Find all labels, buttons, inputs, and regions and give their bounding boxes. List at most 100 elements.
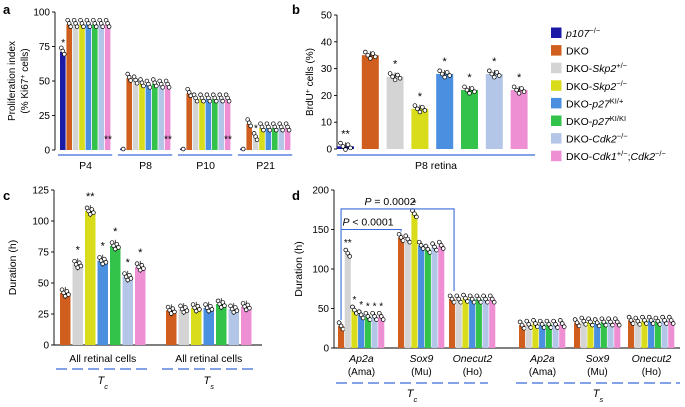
b-y-tick-label: 10 xyxy=(321,118,333,129)
d-point xyxy=(626,314,632,320)
b-point xyxy=(497,73,502,78)
panel-label-b: b xyxy=(292,2,300,17)
c-point xyxy=(103,260,109,265)
b-point xyxy=(395,72,400,78)
a-bar xyxy=(126,78,132,150)
d-point xyxy=(588,319,593,325)
d-bar xyxy=(559,323,566,348)
c-group-label: All retinal cells xyxy=(69,353,136,365)
d-point xyxy=(372,314,377,319)
b-point xyxy=(397,75,403,81)
d-point xyxy=(608,319,613,325)
d-point xyxy=(381,317,386,322)
c-point xyxy=(141,266,146,271)
legend-label: DKO-Skp2−/− xyxy=(566,78,628,93)
a-bar xyxy=(186,93,192,150)
d-point xyxy=(356,309,362,314)
d-bar xyxy=(539,324,546,348)
b-y-tick-label: 30 xyxy=(321,64,333,75)
chart-a: 0 25 50 75 100 Proliferation index (% Ki67+ ce… xyxy=(7,8,293,172)
a-significance-mark: * xyxy=(61,38,65,49)
d-group-label: Sox9 xyxy=(409,353,433,365)
c-bar xyxy=(97,260,108,345)
d-bar xyxy=(358,314,365,348)
d-y-label: Duration (h) xyxy=(293,241,305,296)
a-significance-mark: ** xyxy=(104,135,112,146)
c-significance-mark: * xyxy=(138,247,143,259)
d-significance-mark: * xyxy=(352,295,356,306)
c-significance-mark: ** xyxy=(86,191,95,203)
b-bar xyxy=(386,76,404,149)
c-point xyxy=(78,263,84,269)
d-point xyxy=(414,214,419,220)
b-significance-mark: * xyxy=(492,56,497,68)
d-bar xyxy=(411,213,418,348)
d-bar xyxy=(587,321,594,348)
c-bar xyxy=(122,276,133,345)
c-y-tick-label: 125 xyxy=(32,186,49,197)
d-point xyxy=(586,316,591,321)
d-point xyxy=(592,317,598,322)
d-point xyxy=(541,325,547,330)
a-y-tick-label: 50 xyxy=(39,77,51,88)
a-bar xyxy=(92,24,98,151)
d-point xyxy=(456,296,462,302)
d-point xyxy=(583,322,588,327)
d-bar xyxy=(607,321,614,348)
a-point xyxy=(226,98,232,104)
d-bar xyxy=(580,321,587,348)
d-point xyxy=(544,318,550,324)
d-point xyxy=(612,316,618,321)
d-group-label: Onecut2 xyxy=(632,353,672,365)
d-group-label: Ap2a xyxy=(529,353,555,365)
d-bar xyxy=(628,320,635,348)
d-point xyxy=(427,250,433,255)
b-y-tick-label: 20 xyxy=(321,91,333,102)
d-significance-mark: * xyxy=(373,301,377,312)
a-bar xyxy=(72,24,79,151)
a-bar xyxy=(218,98,224,150)
d-point xyxy=(458,299,464,305)
legend-label: DKO-Skp2+/− xyxy=(566,61,628,76)
c-point xyxy=(172,309,177,315)
d-point xyxy=(476,296,482,302)
d-point xyxy=(423,243,429,249)
c-bar xyxy=(85,211,96,345)
d-bar xyxy=(661,320,668,348)
d-point xyxy=(449,296,455,302)
d-point xyxy=(377,310,382,316)
d-point xyxy=(521,326,527,331)
a-point xyxy=(134,80,140,86)
b-point xyxy=(437,68,442,74)
legend-swatch xyxy=(551,150,562,162)
c-bar xyxy=(72,264,83,345)
d-bar xyxy=(462,298,469,348)
b-point xyxy=(511,84,517,90)
d-pvalue-bracket xyxy=(341,228,402,232)
b-point xyxy=(415,106,420,112)
d-point xyxy=(439,243,444,248)
d-point xyxy=(635,318,640,324)
d-bar xyxy=(489,299,496,348)
d-point xyxy=(490,296,495,302)
a-bar xyxy=(104,24,111,151)
d-bar xyxy=(532,323,539,348)
d-bar xyxy=(364,316,371,348)
d-point xyxy=(441,246,446,251)
c-group-sub-label: Tc xyxy=(98,375,109,391)
d-point xyxy=(596,323,602,329)
b-bar xyxy=(510,90,528,149)
a-point xyxy=(254,137,260,143)
d-point xyxy=(630,321,636,326)
b-point xyxy=(516,90,522,96)
d-bar xyxy=(344,253,351,348)
a-point xyxy=(180,146,186,152)
b-y-tick-label: 50 xyxy=(321,11,333,22)
a-point xyxy=(207,98,213,104)
c-bar xyxy=(216,304,227,345)
d-y-tick-label: 50 xyxy=(318,304,330,315)
d-y-tick-label: 100 xyxy=(312,265,329,276)
d-bar xyxy=(431,246,438,348)
d-point xyxy=(614,319,620,325)
b-point xyxy=(373,54,378,60)
